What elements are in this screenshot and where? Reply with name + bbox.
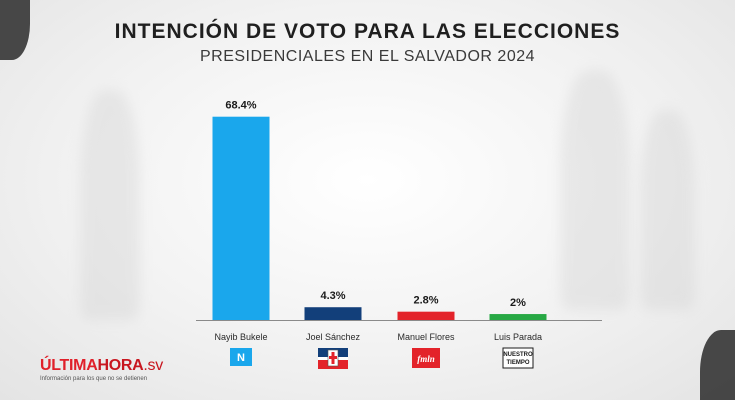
chart-subtitle: PRESIDENCIALES EN EL SALVADOR 2024 bbox=[199, 48, 536, 65]
logo-text: NUESTRO bbox=[503, 352, 533, 358]
data-label: 2.8% bbox=[413, 295, 438, 307]
background-silhouette bbox=[640, 110, 695, 310]
logo-box bbox=[412, 348, 440, 368]
nuevas-ideas-logo: N bbox=[230, 348, 252, 366]
x-tick-label: Joel Sánchez bbox=[306, 332, 361, 342]
logo-box bbox=[502, 347, 534, 369]
x-tick-label: Nayib Bukele bbox=[214, 332, 267, 342]
brand-name-part3: .sv bbox=[143, 357, 163, 374]
bar bbox=[397, 311, 455, 320]
background-silhouette bbox=[560, 70, 630, 310]
logo-box bbox=[230, 348, 252, 366]
x-tick-label: Luis Parada bbox=[494, 332, 542, 342]
brand-logo: ÚLTIMAHORA.sv bbox=[40, 357, 163, 375]
fmln-logo: fmln bbox=[412, 348, 440, 368]
data-label: 2% bbox=[510, 297, 526, 309]
bar bbox=[304, 307, 362, 320]
arena-logo bbox=[318, 348, 348, 369]
bar bbox=[212, 116, 270, 320]
data-label: 68.4% bbox=[225, 100, 256, 112]
brand-tagline: Información para los que no se detienen bbox=[40, 376, 148, 382]
nuestro-tiempo-logo: NUESTRO TIEMPO bbox=[502, 347, 534, 369]
background-silhouette bbox=[80, 90, 140, 320]
chart-title: INTENCIÓN DE VOTO PARA LAS ELECCIONES bbox=[114, 20, 621, 43]
logo-text: N bbox=[237, 352, 245, 364]
logo-text: fmln bbox=[417, 354, 435, 364]
logo-text: TIEMPO bbox=[506, 360, 529, 366]
brand-name-part1: ÚLTIMA bbox=[40, 357, 98, 374]
data-label: 4.3% bbox=[320, 290, 345, 302]
background-silhouette bbox=[700, 330, 735, 400]
logo-cross bbox=[329, 356, 337, 359]
brand-name-part2: HORA bbox=[97, 357, 144, 374]
x-tick-label: Manuel Flores bbox=[397, 332, 455, 342]
bar bbox=[489, 314, 547, 320]
